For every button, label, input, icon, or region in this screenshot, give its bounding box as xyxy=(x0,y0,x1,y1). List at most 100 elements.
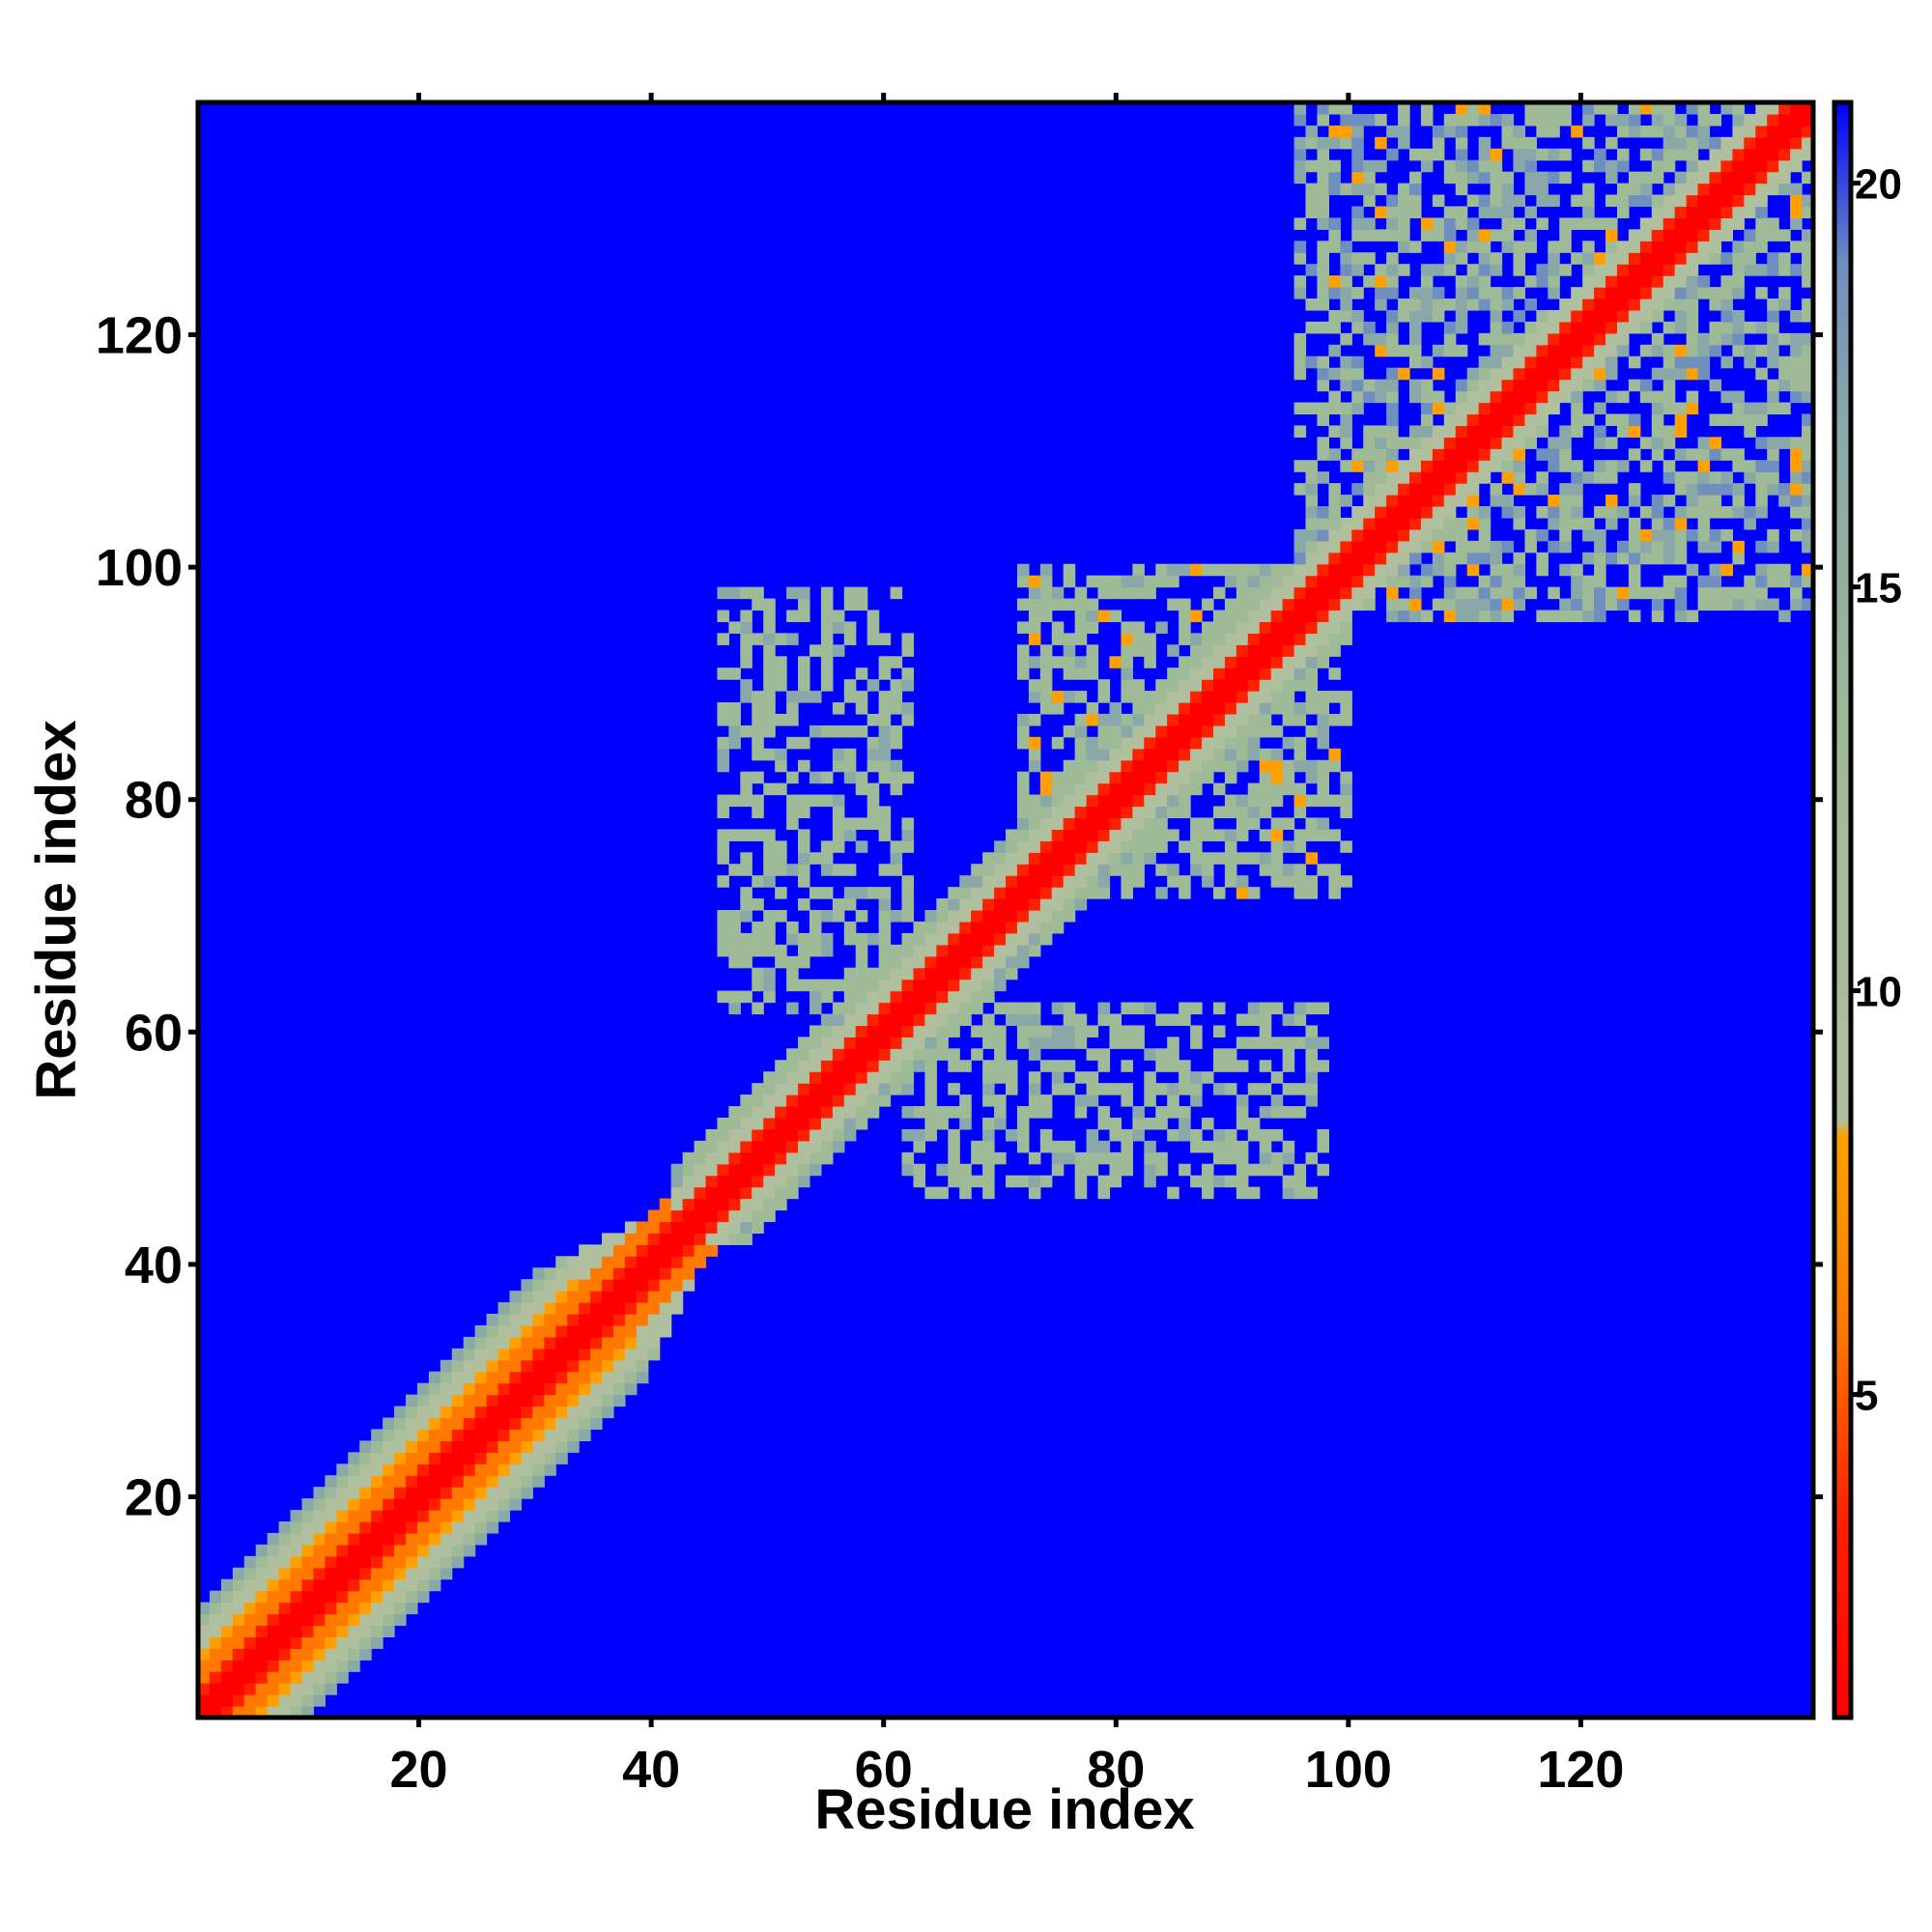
heatmap-cell xyxy=(1086,1025,1099,1037)
heatmap-cell xyxy=(1478,367,1492,381)
heatmap-cell xyxy=(1443,586,1457,600)
heatmap-cell xyxy=(1478,113,1492,127)
heatmap-cell xyxy=(1121,1002,1133,1015)
heatmap-cell xyxy=(428,1371,441,1384)
heatmap-cell xyxy=(1697,517,1711,530)
heatmap-cell xyxy=(740,1175,753,1188)
heatmap-cell xyxy=(383,1498,395,1511)
heatmap-cell xyxy=(728,1186,741,1200)
heatmap-cell xyxy=(486,1394,499,1407)
heatmap-cell xyxy=(1224,794,1237,808)
heatmap-cell xyxy=(1293,668,1307,680)
heatmap-cell xyxy=(1443,506,1457,519)
heatmap-cell xyxy=(602,1291,614,1303)
heatmap-cell xyxy=(1121,806,1133,819)
heatmap-cell xyxy=(267,1660,280,1672)
heatmap-cell xyxy=(440,1452,453,1464)
heatmap-cell xyxy=(1190,1094,1203,1107)
heatmap-cell xyxy=(1317,171,1329,185)
heatmap-cell xyxy=(1051,1140,1065,1153)
heatmap-cell xyxy=(901,979,915,992)
heatmap-cell xyxy=(728,932,741,946)
heatmap-cell xyxy=(1536,379,1548,392)
heatmap-cell xyxy=(1409,309,1422,323)
heatmap-cell xyxy=(1651,610,1664,623)
heatmap-cell xyxy=(1548,252,1560,265)
heatmap-cell xyxy=(820,621,834,634)
heatmap-cell xyxy=(1571,194,1583,208)
heatmap-cell xyxy=(1744,113,1756,127)
heatmap-cell xyxy=(1536,194,1548,208)
heatmap-cell xyxy=(451,1510,465,1522)
heatmap-cell xyxy=(1006,967,1018,980)
heatmap-cell xyxy=(1420,102,1434,115)
heatmap-cell xyxy=(1674,610,1688,623)
heatmap-cell xyxy=(763,1198,776,1211)
heatmap-cell xyxy=(717,1198,729,1211)
heatmap-cell xyxy=(1144,759,1156,773)
heatmap-cell xyxy=(636,1302,649,1315)
heatmap-cell xyxy=(1639,506,1653,519)
heatmap-cell xyxy=(359,1625,372,1637)
heatmap-cell xyxy=(1790,575,1803,588)
heatmap-cell xyxy=(313,1487,326,1499)
heatmap-cell xyxy=(463,1498,476,1511)
heatmap-cell xyxy=(486,1348,499,1361)
heatmap-cell xyxy=(1236,586,1249,600)
heatmap-cell xyxy=(1709,159,1722,173)
heatmap-cell xyxy=(1121,668,1133,680)
heatmap-cell xyxy=(1328,644,1341,657)
heatmap-cell xyxy=(497,1394,511,1407)
heatmap-cell xyxy=(1144,1175,1156,1188)
heatmap-cell xyxy=(1686,495,1699,507)
heatmap-cell xyxy=(1270,1128,1284,1142)
heatmap-cell xyxy=(1409,148,1422,161)
heatmap-cell xyxy=(1086,644,1099,657)
heatmap-cell xyxy=(497,1498,511,1511)
heatmap-cell xyxy=(612,1359,626,1373)
heatmap-cell xyxy=(1016,782,1030,796)
heatmap-cell xyxy=(878,898,892,911)
y-axis-title: Residue index xyxy=(25,720,88,1099)
heatmap-cell xyxy=(1270,702,1284,715)
heatmap-cell xyxy=(659,1324,672,1338)
heatmap-cell xyxy=(1259,794,1272,808)
heatmap-cell xyxy=(1651,367,1664,381)
heatmap-cell xyxy=(694,1209,707,1223)
heatmap-cell xyxy=(1674,425,1688,438)
heatmap-cell xyxy=(1697,194,1711,208)
heatmap-cell xyxy=(1270,829,1284,841)
heatmap-cell xyxy=(1559,610,1572,623)
heatmap-cell xyxy=(1398,540,1410,554)
heatmap-cell xyxy=(1628,379,1641,392)
heatmap-cell xyxy=(1086,852,1099,865)
heatmap-cell xyxy=(1317,817,1329,830)
heatmap-cell xyxy=(717,610,729,623)
heatmap-cell xyxy=(1363,598,1376,611)
heatmap-cell xyxy=(1351,183,1364,196)
heatmap-cell xyxy=(1755,183,1768,196)
heatmap-cell xyxy=(1086,829,1099,841)
heatmap-cell xyxy=(1212,656,1226,668)
heatmap-cell xyxy=(1686,309,1699,323)
heatmap-cell xyxy=(855,967,868,980)
heatmap-cell xyxy=(775,1175,787,1188)
heatmap-cell xyxy=(590,1359,603,1373)
heatmap-cell xyxy=(717,633,729,645)
heatmap-cell xyxy=(1063,829,1076,841)
heatmap-cell xyxy=(994,852,1007,865)
heatmap-cell xyxy=(1686,159,1699,173)
heatmap-cell xyxy=(1409,506,1422,519)
heatmap-cell xyxy=(1466,159,1480,173)
heatmap-cell xyxy=(220,1648,234,1661)
heatmap-cell xyxy=(624,1267,638,1280)
heatmap-cell xyxy=(1016,829,1030,841)
heatmap-cell xyxy=(1662,379,1676,392)
heatmap-cell xyxy=(1109,748,1122,761)
heatmap-cell xyxy=(1559,379,1572,392)
heatmap-cell xyxy=(1006,1128,1018,1142)
heatmap-cell xyxy=(1293,575,1307,588)
heatmap-cell xyxy=(1432,540,1445,554)
heatmap-cell xyxy=(878,1002,892,1015)
heatmap-cell xyxy=(924,1002,937,1015)
